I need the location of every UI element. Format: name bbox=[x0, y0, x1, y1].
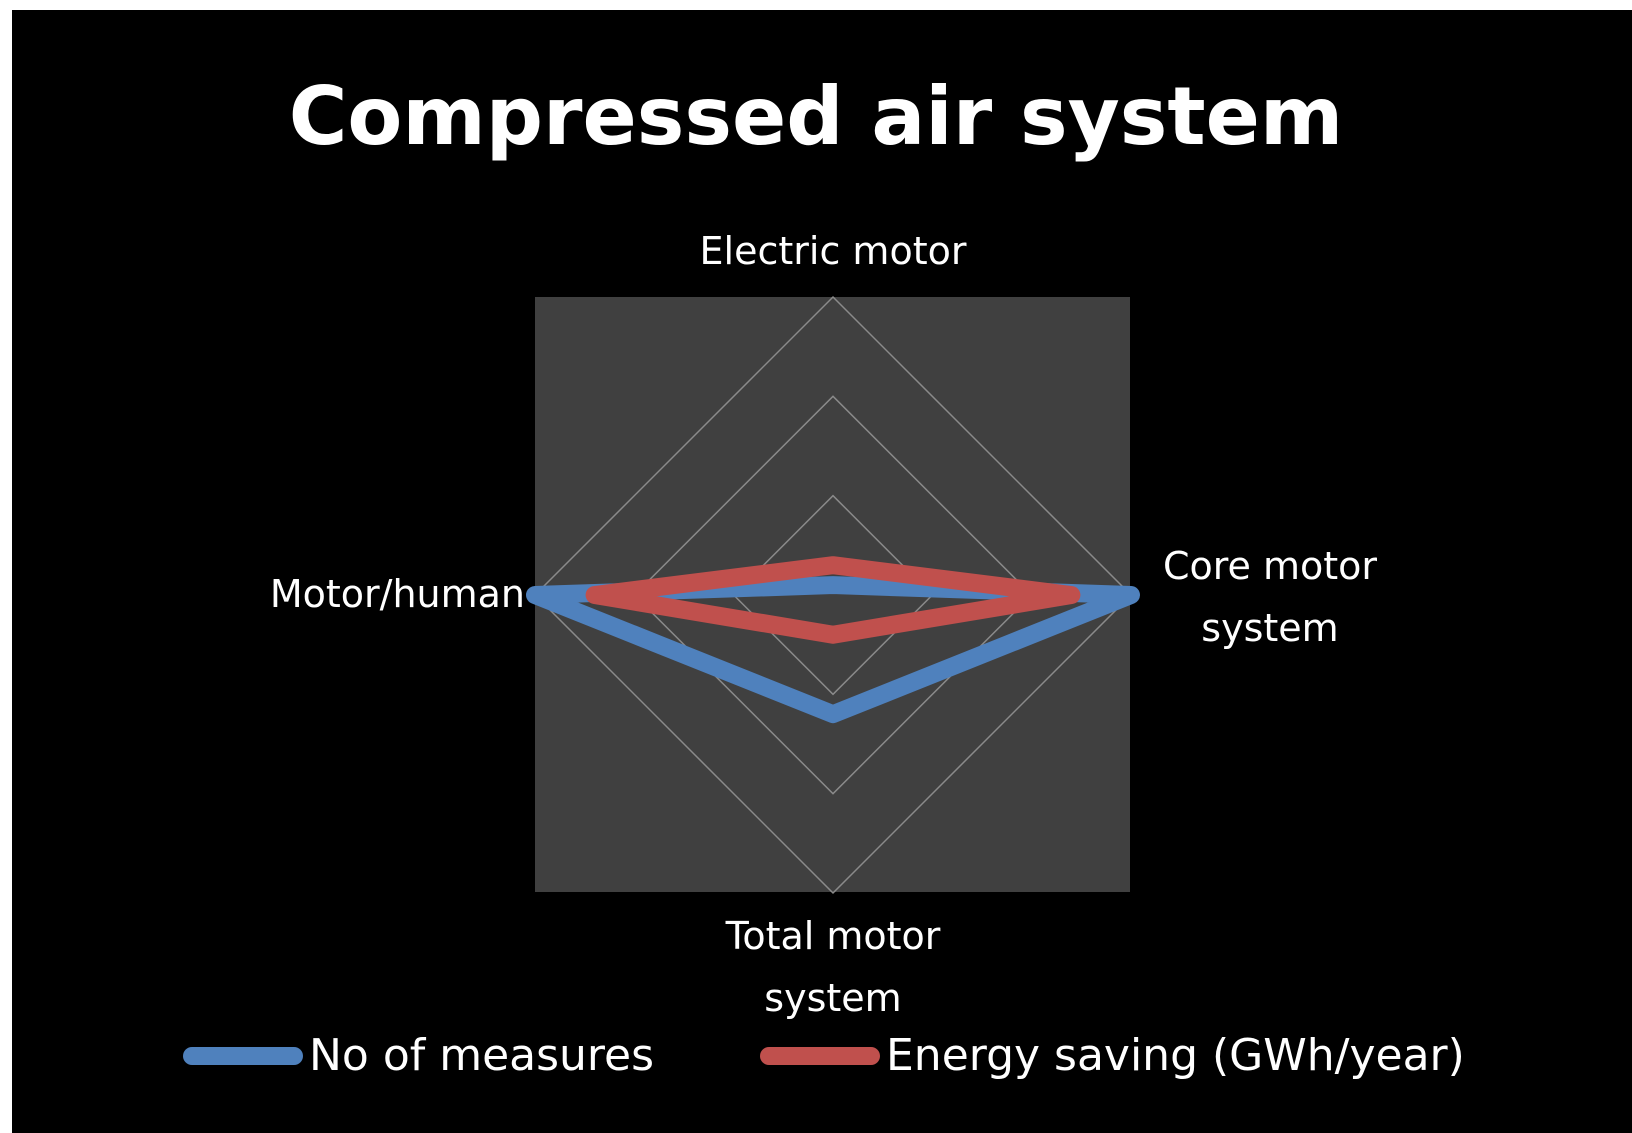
chart-title: Compressed air system bbox=[288, 70, 1344, 163]
category-label: Total motor system bbox=[725, 914, 941, 1020]
grid-ring bbox=[533, 295, 1133, 895]
grid-ring bbox=[732, 494, 934, 696]
legend-item: No of measures bbox=[183, 1030, 654, 1081]
legend-label: No of measures bbox=[309, 1030, 655, 1081]
legend-label: Energy saving (GWh/year) bbox=[886, 1030, 1465, 1081]
legend-item: Energy saving (GWh/year) bbox=[760, 1030, 1465, 1081]
category-label: Motor/human bbox=[269, 572, 525, 616]
legend-swatch bbox=[760, 1046, 880, 1065]
category-label: Electric motor bbox=[699, 229, 967, 273]
series-line bbox=[585, 556, 1081, 644]
grid-ring bbox=[633, 395, 1033, 795]
legend-swatch bbox=[183, 1046, 303, 1065]
category-label: Core motor system bbox=[1162, 544, 1378, 650]
